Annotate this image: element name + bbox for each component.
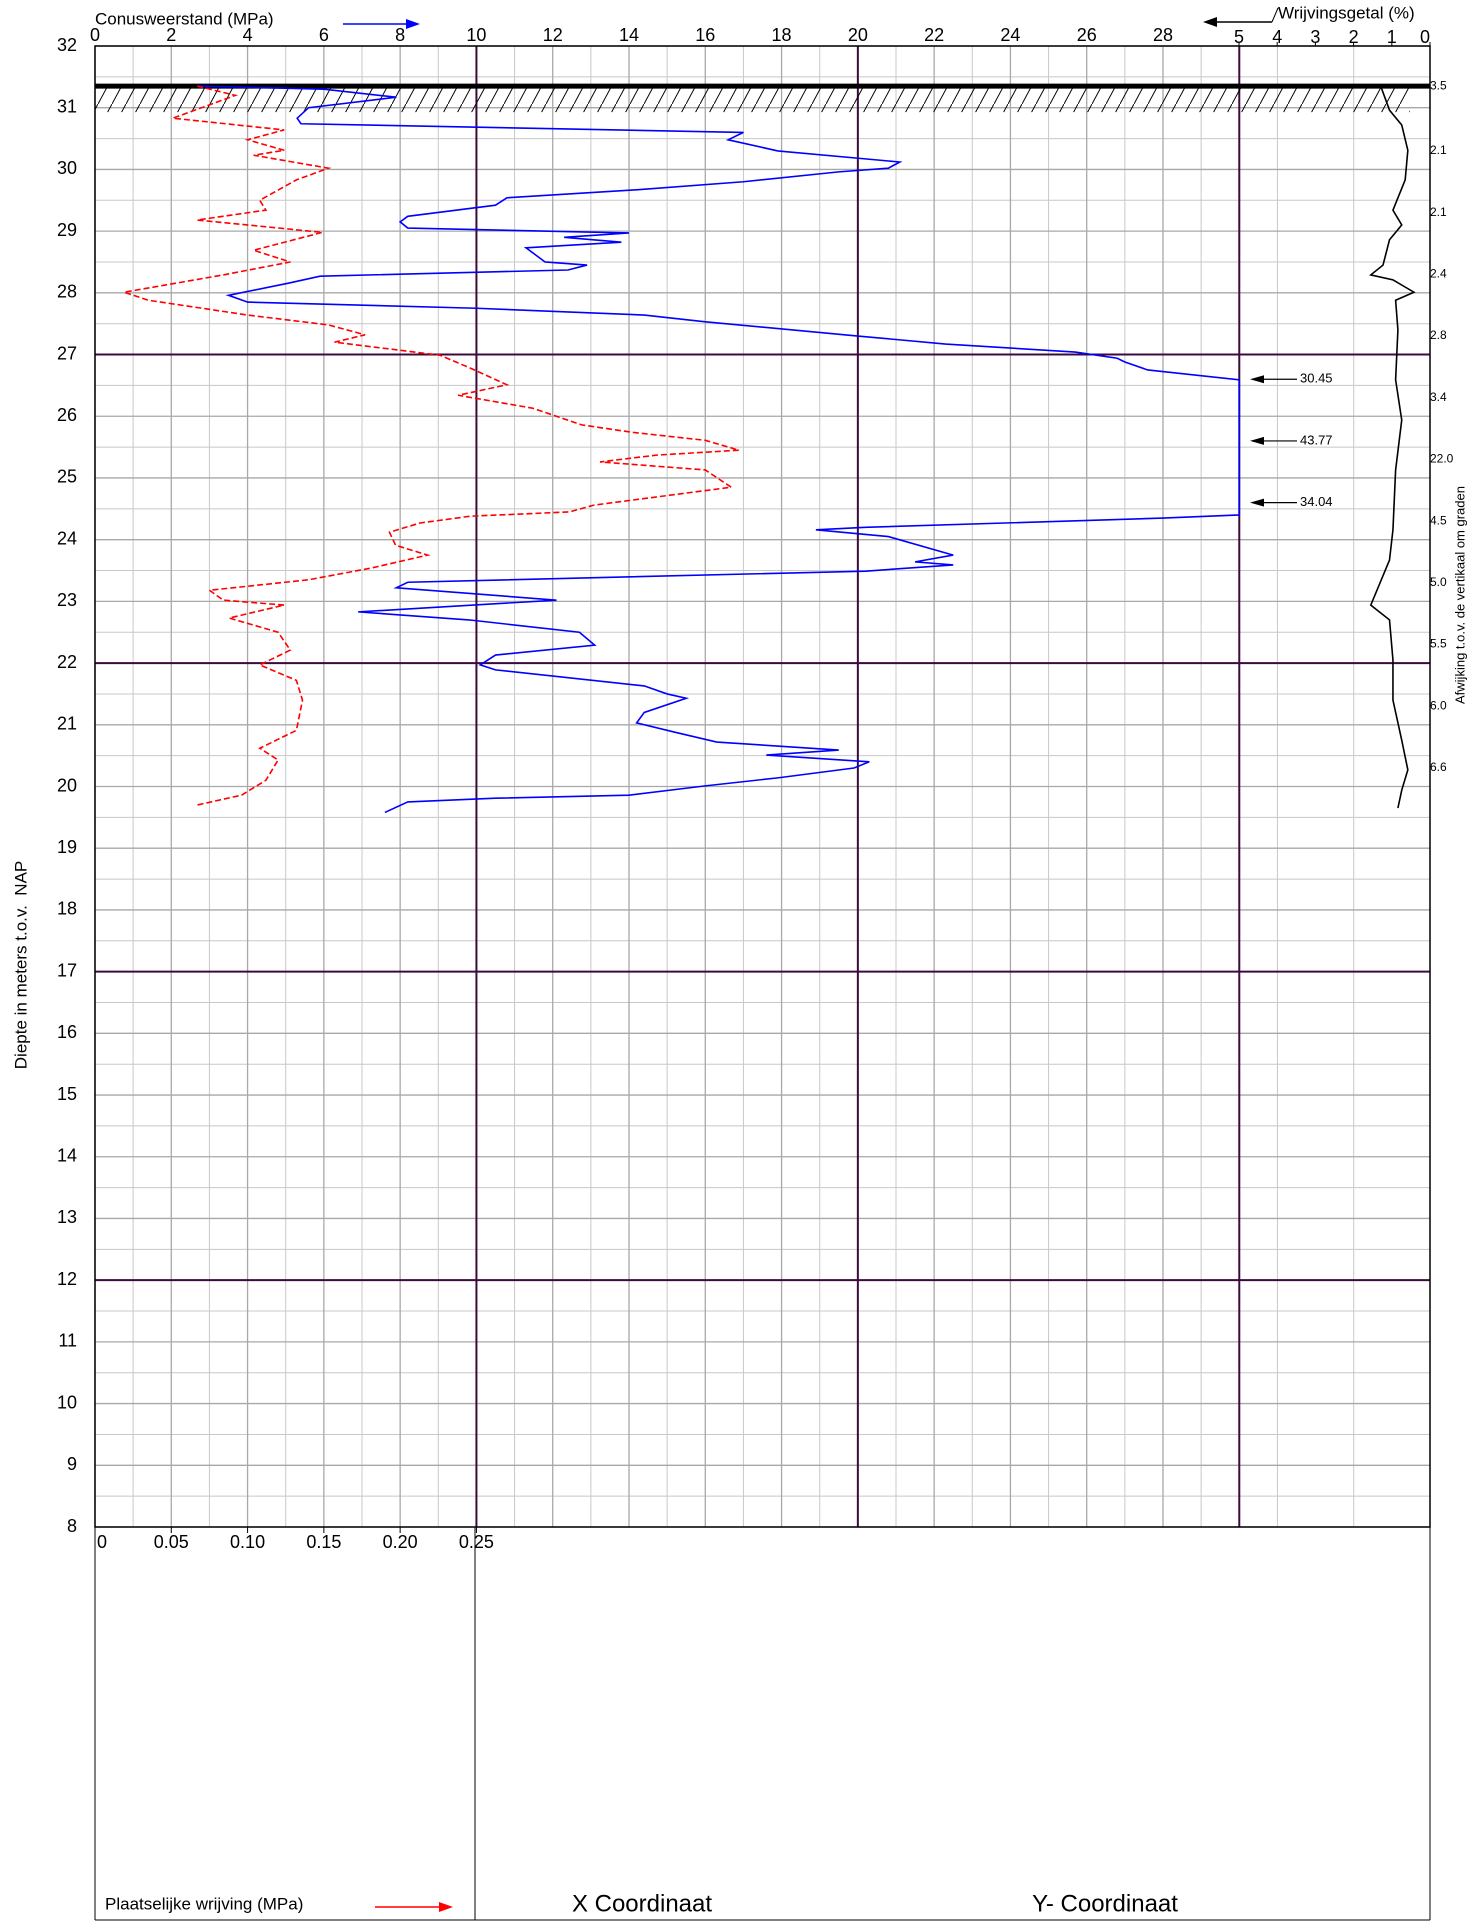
ratio-axis-title: Wrijvingsgetal (%) bbox=[1278, 3, 1415, 22]
y-tick-label: 16 bbox=[57, 1022, 77, 1042]
x-tick-label: 10 bbox=[466, 25, 486, 45]
ground-hatch bbox=[95, 86, 1410, 113]
y-tick-label: 30 bbox=[57, 158, 77, 178]
x-tick-label: 2 bbox=[166, 25, 176, 45]
x3-tick-label: 4 bbox=[1272, 27, 1282, 47]
y-tick-label: 24 bbox=[57, 528, 77, 548]
friction-legend-arrowhead bbox=[439, 1902, 453, 1912]
x3-tick-label: 2 bbox=[1349, 27, 1359, 47]
y-tick-label: 8 bbox=[67, 1516, 77, 1536]
inclination-label: 2.4 bbox=[1430, 266, 1447, 280]
y-tick-label: 32 bbox=[57, 35, 77, 55]
inclination-label: 6.0 bbox=[1430, 698, 1447, 712]
cone-axis-title: Conusweerstand (MPa) bbox=[95, 9, 274, 28]
x-tick-label: 20 bbox=[848, 25, 868, 45]
x3-tick-label: 0 bbox=[1420, 27, 1430, 47]
annotation-label: 30.45 bbox=[1300, 371, 1333, 386]
inclination-label: 2.8 bbox=[1430, 328, 1447, 342]
y-tick-label: 25 bbox=[57, 467, 77, 487]
friction-axis-title: Plaatselijke wrijving (MPa) bbox=[105, 1894, 303, 1913]
inclination-label: 3.5 bbox=[1430, 78, 1447, 92]
x-tick-label: 12 bbox=[543, 25, 563, 45]
inclination-label: 6.6 bbox=[1430, 760, 1447, 774]
x-tick-label: 18 bbox=[772, 25, 792, 45]
y-coordinate-label: Y- Coordinaat bbox=[1032, 1890, 1178, 1917]
right-axis-title: Afwijking t.o.v. de vertikaal om graden bbox=[1452, 486, 1467, 704]
y-tick-label: 10 bbox=[57, 1392, 77, 1412]
y-axis-title: Diepte in meters t.o.v. NAP bbox=[11, 861, 30, 1069]
x-coordinate-label: X Coordinaat bbox=[572, 1890, 712, 1917]
y-tick-label: 19 bbox=[57, 837, 77, 857]
x-tick-label: 22 bbox=[924, 25, 944, 45]
series-line bbox=[197, 85, 1241, 814]
x-tick-label: 24 bbox=[1000, 25, 1020, 45]
y-tick-label: 11 bbox=[58, 1331, 77, 1351]
ratio-legend-leader bbox=[1271, 7, 1279, 23]
y-tick-label: 22 bbox=[57, 652, 77, 672]
x2-tick-label: 0.15 bbox=[306, 1532, 341, 1552]
annotation-arrowhead bbox=[1250, 498, 1264, 507]
x-tick-label: 14 bbox=[619, 25, 639, 45]
y-tick-label: 15 bbox=[57, 1084, 77, 1104]
annotation-arrowhead bbox=[1250, 436, 1264, 445]
x2-tick-label: 0.25 bbox=[459, 1532, 494, 1552]
x2-tick-label: 0.05 bbox=[154, 1532, 189, 1552]
y-tick-label: 9 bbox=[67, 1454, 77, 1474]
y-tick-label: 12 bbox=[57, 1269, 77, 1289]
x3-tick-label: 5 bbox=[1234, 27, 1244, 47]
ratio-legend-arrowhead bbox=[1203, 17, 1217, 27]
y-tick-label: 23 bbox=[57, 590, 77, 610]
x-tick-label: 28 bbox=[1153, 25, 1173, 45]
inclination-label: 2.1 bbox=[1430, 205, 1447, 219]
y-tick-label: 27 bbox=[57, 343, 77, 363]
series-line bbox=[123, 85, 740, 806]
inclination-label: 5.0 bbox=[1430, 575, 1447, 589]
y-tick-label: 28 bbox=[57, 282, 77, 302]
x-tick-label: 0 bbox=[90, 25, 100, 45]
y-tick-label: 29 bbox=[57, 220, 77, 240]
x-tick-label: 26 bbox=[1077, 25, 1097, 45]
x-tick-label: 8 bbox=[395, 25, 405, 45]
annotation-label: 43.77 bbox=[1300, 432, 1333, 447]
inclination-label: 3.4 bbox=[1430, 390, 1447, 404]
y-tick-label: 31 bbox=[57, 96, 77, 116]
inclination-label: 22.0 bbox=[1430, 452, 1454, 466]
inclination-label: 4.5 bbox=[1430, 513, 1447, 527]
cone-legend-arrowhead bbox=[406, 19, 420, 29]
x-tick-label: 16 bbox=[695, 25, 715, 45]
y-tick-label: 17 bbox=[57, 960, 77, 980]
x-tick-label: 4 bbox=[243, 25, 253, 45]
y-tick-label: 26 bbox=[57, 405, 77, 425]
y-tick-label: 13 bbox=[57, 1207, 77, 1227]
series-line bbox=[1368, 85, 1416, 809]
annotation-label: 34.04 bbox=[1300, 494, 1333, 509]
y-tick-label: 18 bbox=[57, 899, 77, 919]
x2-tick-label: 0.10 bbox=[230, 1532, 265, 1552]
x3-tick-label: 3 bbox=[1310, 27, 1320, 47]
y-tick-label: 21 bbox=[57, 714, 77, 734]
y-tick-label: 20 bbox=[57, 775, 77, 795]
annotation-arrowhead bbox=[1250, 375, 1264, 384]
x-tick-label: 6 bbox=[319, 25, 329, 45]
x3-tick-label: 1 bbox=[1387, 27, 1397, 47]
plot-frame bbox=[94, 45, 1431, 1528]
inclination-label: 2.1 bbox=[1430, 143, 1447, 157]
x2-tick-label: 0 bbox=[97, 1532, 107, 1552]
x2-tick-label: 0.20 bbox=[383, 1532, 418, 1552]
inclination-label: 5.5 bbox=[1430, 637, 1447, 651]
y-tick-label: 14 bbox=[57, 1146, 77, 1166]
